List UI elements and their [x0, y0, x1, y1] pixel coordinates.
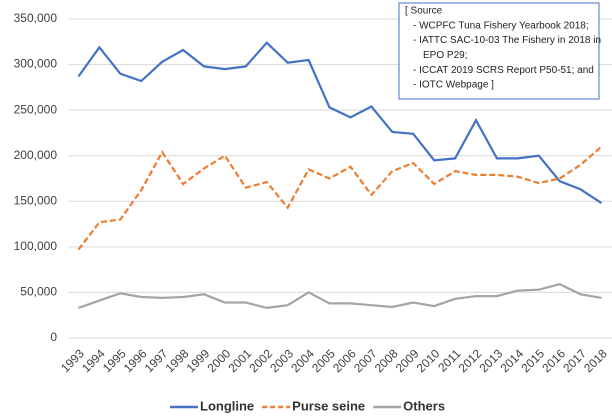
series-line: [77, 145, 603, 251]
y-tick-label: 300,000: [14, 57, 58, 71]
annotation-text: - IATTC SAC-10-03 The Fishery in 2018 in: [413, 35, 601, 46]
y-tick-label: 150,000: [14, 193, 58, 207]
annotation-text: EPO P29;: [423, 50, 467, 61]
y-tick-label: 250,000: [14, 102, 58, 116]
annotation-box: [398, 2, 600, 100]
annotation-text: - IOTC Webpage ]: [413, 80, 494, 91]
legend-label: Others: [403, 398, 445, 413]
legend-label: Longline: [200, 398, 254, 413]
series-line: [78, 283, 602, 310]
y-tick-label: 100,000: [14, 239, 58, 253]
annotation-text: - WCPFC Tuna Fishery Yearbook 2018;: [413, 20, 589, 31]
series-line: [77, 41, 603, 205]
x-tick-label: 2018: [581, 346, 610, 375]
annotation-text: - ICCAT 2019 SCRS Report P50-51; and: [413, 65, 594, 76]
y-tick-label: 0: [50, 330, 57, 344]
y-tick-label: 200,000: [14, 148, 58, 162]
annotation-text: [ Source: [405, 6, 443, 17]
legend-label: Purse seine: [292, 398, 365, 413]
y-tick-label: 50,000: [20, 285, 57, 299]
y-tick-label: 350,000: [14, 11, 58, 25]
